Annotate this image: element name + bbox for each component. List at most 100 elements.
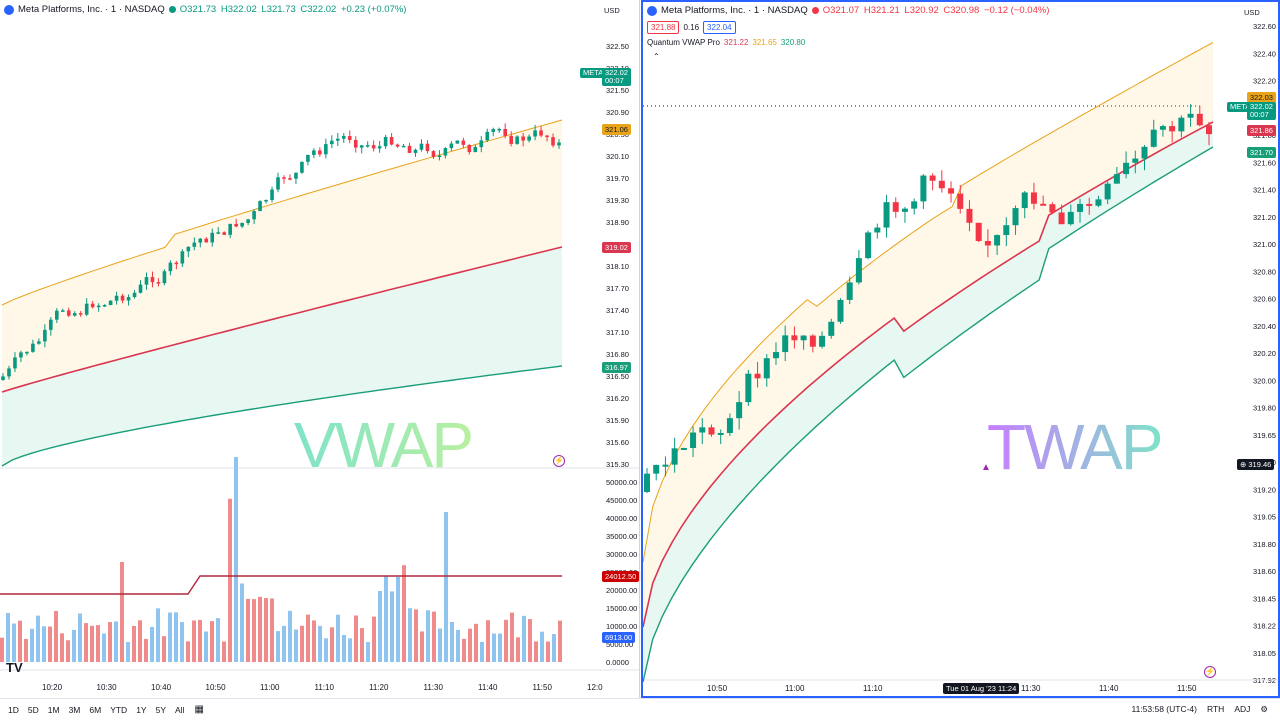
candle-body	[521, 136, 525, 141]
candle-body	[335, 138, 340, 141]
indicator-legend[interactable]: Quantum VWAP Pro 321.22 321.65 320.80	[647, 38, 805, 47]
candle-body	[156, 282, 161, 284]
volume-bar	[96, 625, 100, 662]
buy-button[interactable]: 322.04	[703, 21, 736, 34]
crosshair-plus-icon[interactable]: ⊕	[1240, 460, 1249, 469]
session-toggle[interactable]: RTH	[1206, 704, 1225, 714]
candle-body	[84, 303, 89, 315]
price-axis-label: 315.60	[606, 438, 629, 447]
candle-body	[966, 208, 973, 223]
price-axis-label: 320.00	[1253, 376, 1276, 385]
price-axis-label: 316.20	[606, 394, 629, 403]
candle-body	[545, 135, 549, 138]
candle-body	[865, 232, 872, 259]
candle-body	[533, 130, 537, 137]
candle-body	[144, 277, 149, 285]
volume-axis-label: 10000.00	[606, 622, 637, 631]
left-symbol-title[interactable]: Meta Platforms, Inc. · 1 · NASDAQ	[18, 4, 165, 15]
volume-bar	[282, 625, 286, 662]
band-fill	[2, 120, 562, 392]
volume-bar	[468, 628, 472, 662]
candle-body	[198, 238, 203, 243]
candle-body	[425, 143, 430, 152]
candle-body	[920, 175, 927, 202]
right-currency-label[interactable]: USD	[1244, 8, 1260, 17]
volume-bar	[186, 641, 190, 662]
price-axis-label: 318.45	[1253, 594, 1276, 603]
candle-body	[1, 376, 5, 380]
right-lightning-icon[interactable]: ⚡	[1204, 666, 1216, 678]
range-all[interactable]: All	[175, 704, 185, 715]
candle-body	[19, 352, 23, 358]
volume-bar	[546, 641, 550, 662]
range-ytd[interactable]: YTD	[110, 704, 128, 715]
right-chart-pane[interactable]: 322.60322.40322.20322.00321.80321.60321.…	[641, 0, 1280, 698]
price-axis-label: 319.65	[1253, 431, 1276, 440]
right-chart-canvas[interactable]: 322.60322.40322.20322.00321.80321.60321.…	[643, 2, 1278, 696]
settings-gear-icon[interactable]: ⚙	[1260, 704, 1268, 714]
candle-body	[515, 136, 519, 144]
candle-body	[1169, 126, 1176, 132]
right-upper-band-tag: 322.03	[1247, 92, 1276, 103]
volume-bar	[378, 590, 382, 662]
range-6m[interactable]: 6M	[89, 704, 102, 715]
range-3m[interactable]: 3M	[68, 704, 81, 715]
candle-body	[120, 295, 125, 301]
candle-body	[984, 240, 991, 246]
candle-body	[419, 143, 424, 150]
volume-bar	[384, 576, 388, 662]
volume-bar	[204, 631, 208, 662]
price-axis-label: 322.50	[606, 42, 629, 51]
candle-body	[699, 427, 706, 433]
tradingview-logo-icon[interactable]: TV	[6, 660, 23, 675]
left-currency-label[interactable]: USD	[604, 6, 620, 15]
date-range-calendar-icon[interactable]: ▦	[194, 704, 204, 715]
candle-body	[754, 373, 761, 379]
range-5d[interactable]: 5D	[27, 704, 39, 715]
range-1m[interactable]: 1M	[47, 704, 60, 715]
volume-bar	[0, 637, 4, 662]
price-axis-label: 321.50	[606, 86, 629, 95]
left-meta-tag-symbol: META	[583, 68, 604, 77]
range-1y[interactable]: 1Y	[136, 704, 147, 715]
candle-body	[653, 464, 660, 474]
right-bid-ask: 321.88 0.16 322.04	[647, 21, 736, 34]
volume-ma-line	[0, 575, 562, 595]
price-axis-label: 321.20	[1253, 213, 1276, 222]
volume-axis-label: 5000.00	[606, 640, 633, 649]
left-bar-countdown: 00:07	[605, 76, 624, 85]
volume-bar	[492, 633, 496, 662]
adjust-toggle[interactable]: ADJ	[1234, 704, 1251, 714]
candle-body	[1086, 203, 1093, 206]
candle-body	[557, 142, 561, 146]
left-chart-canvas[interactable]: 322.50322.10321.50320.90320.50320.10319.…	[0, 0, 640, 698]
clock-time[interactable]: 11:53:58 (UTC-4)	[1131, 704, 1197, 714]
range-1d[interactable]: 1D	[8, 704, 19, 715]
mid-band-line	[1, 246, 563, 393]
price-axis-label: 318.10	[606, 262, 629, 271]
candle-body	[1040, 203, 1047, 206]
time-axis-label: 11:50	[533, 683, 553, 692]
left-lightning-icon[interactable]: ⚡	[553, 455, 565, 467]
sell-button[interactable]: 321.88	[647, 21, 680, 34]
candle-body	[246, 219, 250, 223]
volume-bar	[180, 622, 184, 662]
candle-body	[228, 223, 232, 235]
left-volume-ma-tag: 24012.50	[602, 571, 639, 582]
volume-bar	[408, 608, 412, 662]
volume-bar	[474, 623, 478, 662]
candle-body	[168, 262, 173, 272]
price-axis-label: 322.20	[1253, 77, 1276, 86]
candle-body	[114, 295, 119, 301]
time-axis-label: 11:40	[1099, 684, 1119, 693]
volume-bar	[432, 611, 436, 662]
range-5y[interactable]: 5Y	[155, 704, 166, 715]
volume-bar	[534, 641, 538, 662]
candle-body	[846, 282, 853, 300]
mouse-cursor-icon: ▲	[981, 462, 991, 473]
collapse-legend-icon[interactable]: ⌃	[653, 52, 660, 61]
candle-body	[539, 130, 543, 136]
left-chart-pane[interactable]: 322.50322.10321.50320.90320.50320.10319.…	[0, 0, 640, 698]
right-symbol-title[interactable]: Meta Platforms, Inc. · 1 · NASDAQ	[661, 5, 808, 16]
